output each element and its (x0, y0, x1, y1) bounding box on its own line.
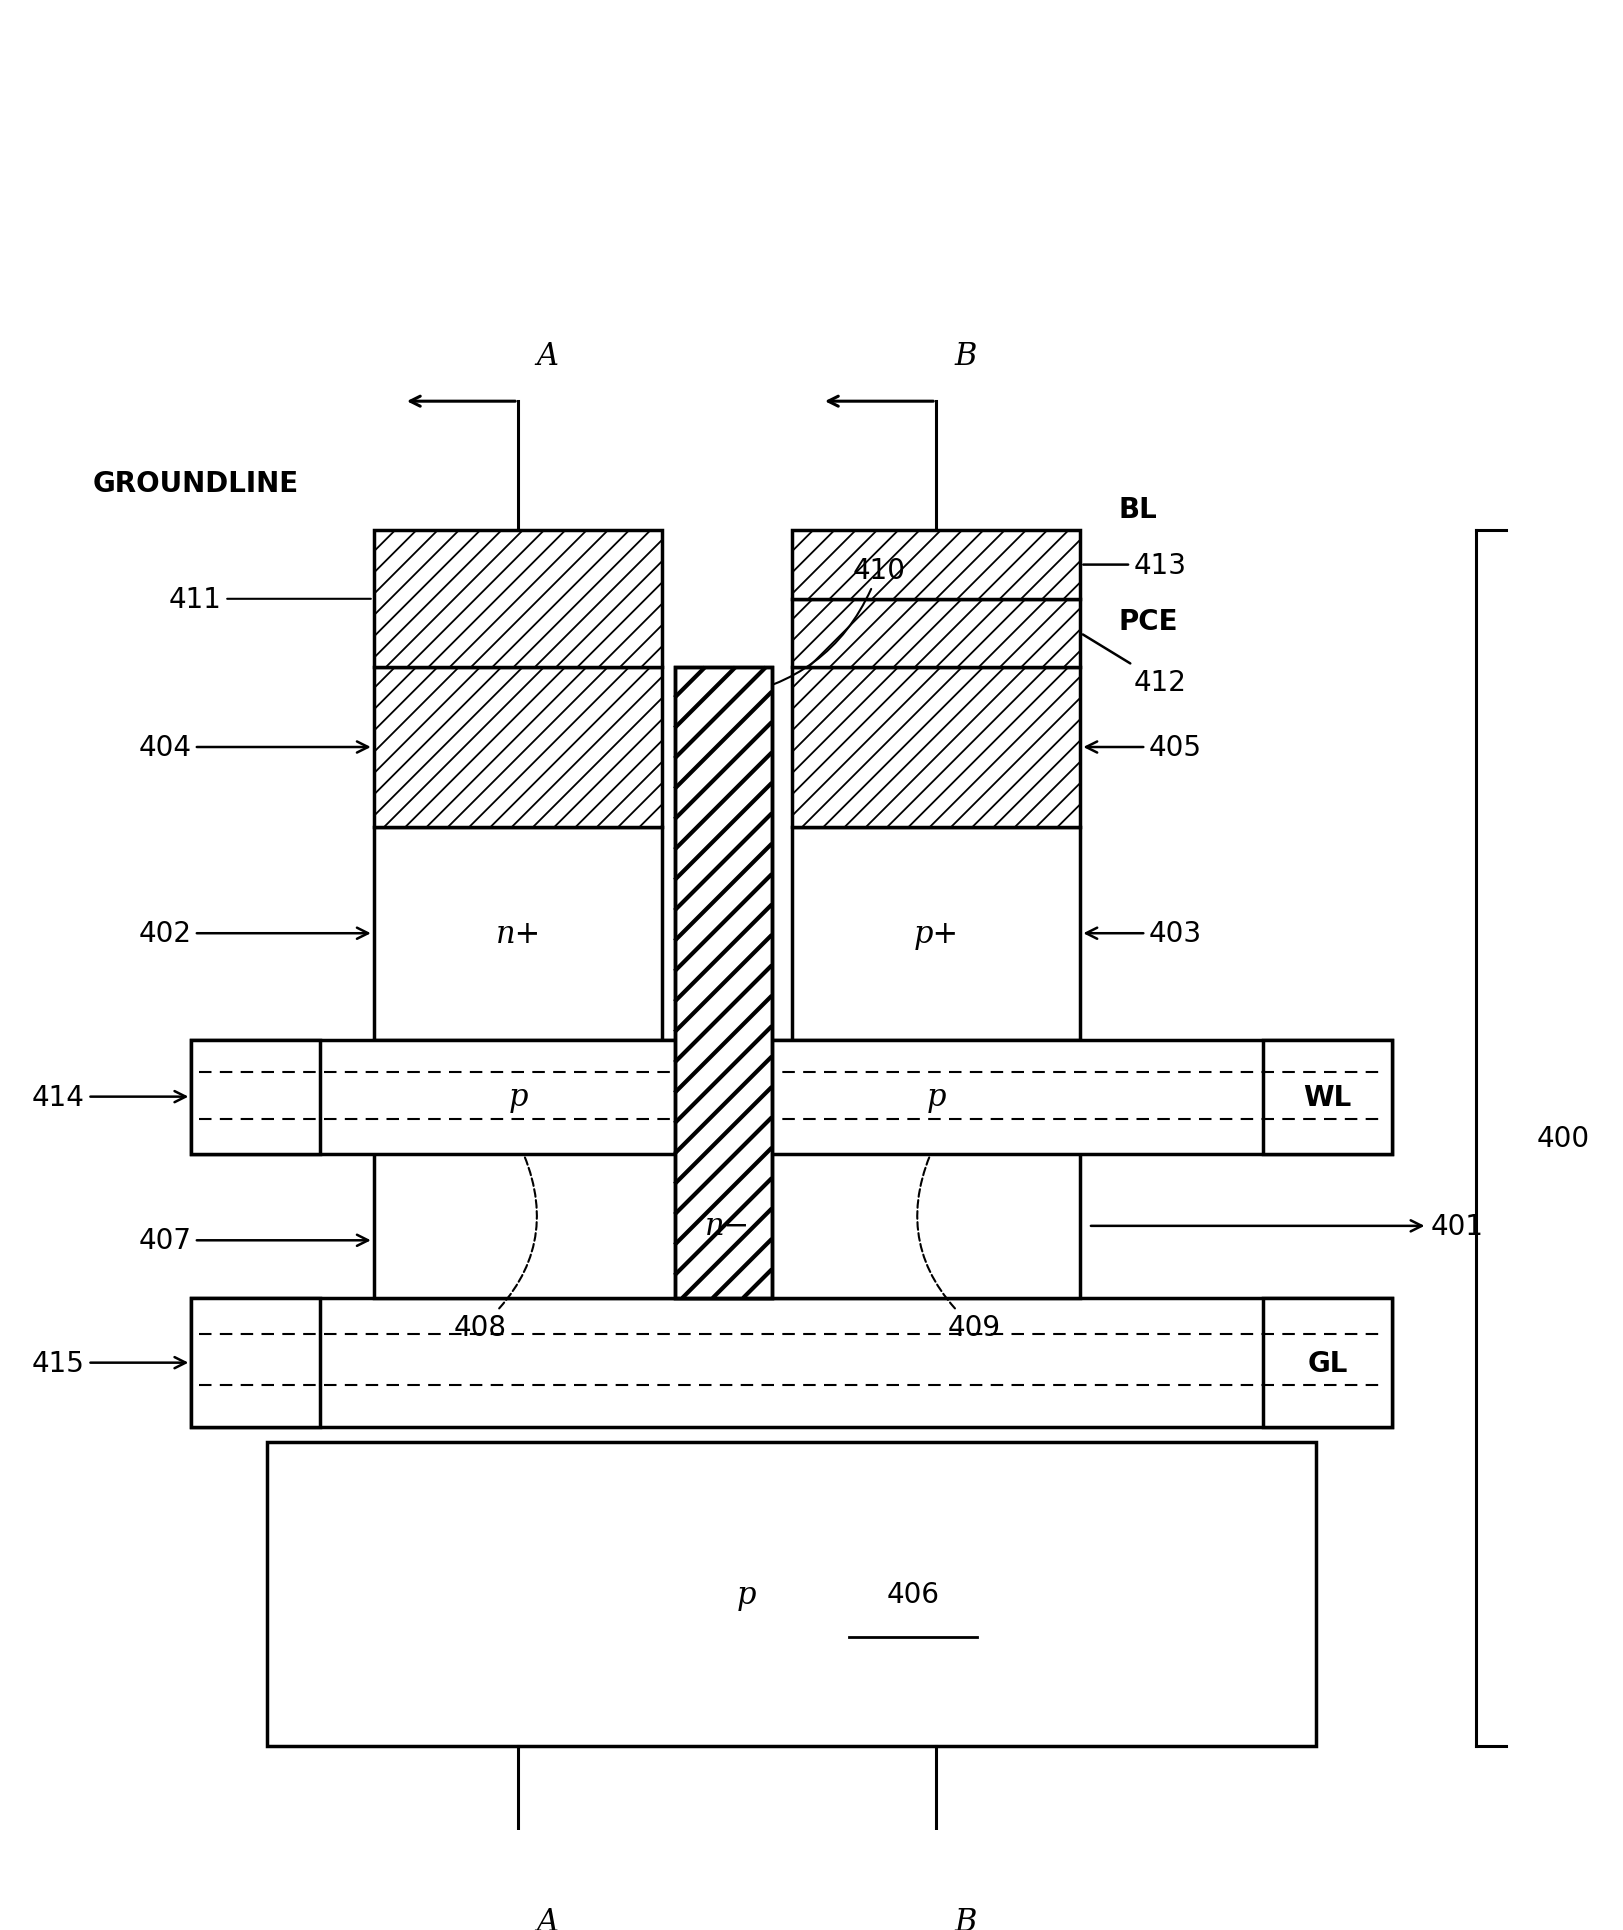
Text: 409: 409 (917, 1144, 1001, 1341)
Bar (675, 668, 773, 1299)
Text: 400: 400 (1537, 1125, 1589, 1152)
Text: 407: 407 (138, 1227, 368, 1254)
Bar (1263, 1040, 1393, 1154)
Bar (373, 531, 662, 668)
Text: B: B (954, 340, 977, 372)
Text: 408: 408 (453, 1144, 537, 1341)
Text: A: A (536, 340, 558, 372)
Bar (268, 1444, 1316, 1747)
Text: p: p (737, 1579, 756, 1610)
Text: PCE: PCE (1118, 608, 1178, 635)
Text: 402: 402 (138, 921, 368, 948)
Text: BL: BL (1118, 496, 1157, 523)
Text: 404: 404 (138, 733, 368, 762)
Text: 414: 414 (32, 1083, 185, 1112)
Bar (792, 828, 1081, 1040)
Text: 413: 413 (1083, 552, 1186, 579)
Text: 415: 415 (32, 1349, 185, 1376)
Bar (192, 1299, 320, 1428)
Text: GL: GL (1308, 1349, 1347, 1376)
Text: GROUNDLINE: GROUNDLINE (93, 469, 299, 498)
Text: 406: 406 (886, 1581, 940, 1608)
Bar (192, 1040, 320, 1154)
Bar (373, 1040, 1081, 1299)
Text: p: p (927, 1081, 946, 1112)
Text: 411: 411 (169, 585, 372, 614)
Text: p+: p+ (914, 919, 959, 950)
Bar (373, 668, 662, 828)
Bar (1263, 1299, 1393, 1428)
Bar (373, 828, 662, 1040)
Text: n−: n− (704, 1210, 750, 1241)
Bar (792, 531, 1081, 600)
Bar (192, 1299, 1393, 1428)
Bar (792, 600, 1081, 668)
Text: 412: 412 (1083, 635, 1186, 697)
Text: WL: WL (1303, 1083, 1352, 1112)
Text: 403: 403 (1086, 921, 1203, 948)
Bar (192, 1040, 1393, 1154)
Text: n+: n+ (495, 919, 540, 950)
Bar (792, 668, 1081, 828)
Text: 401: 401 (1091, 1212, 1483, 1241)
Text: A: A (536, 1907, 558, 1930)
Text: B: B (954, 1907, 977, 1930)
Text: 410: 410 (725, 556, 906, 699)
Text: 405: 405 (1086, 733, 1203, 762)
Text: p: p (508, 1081, 527, 1112)
Bar (675, 668, 773, 1299)
